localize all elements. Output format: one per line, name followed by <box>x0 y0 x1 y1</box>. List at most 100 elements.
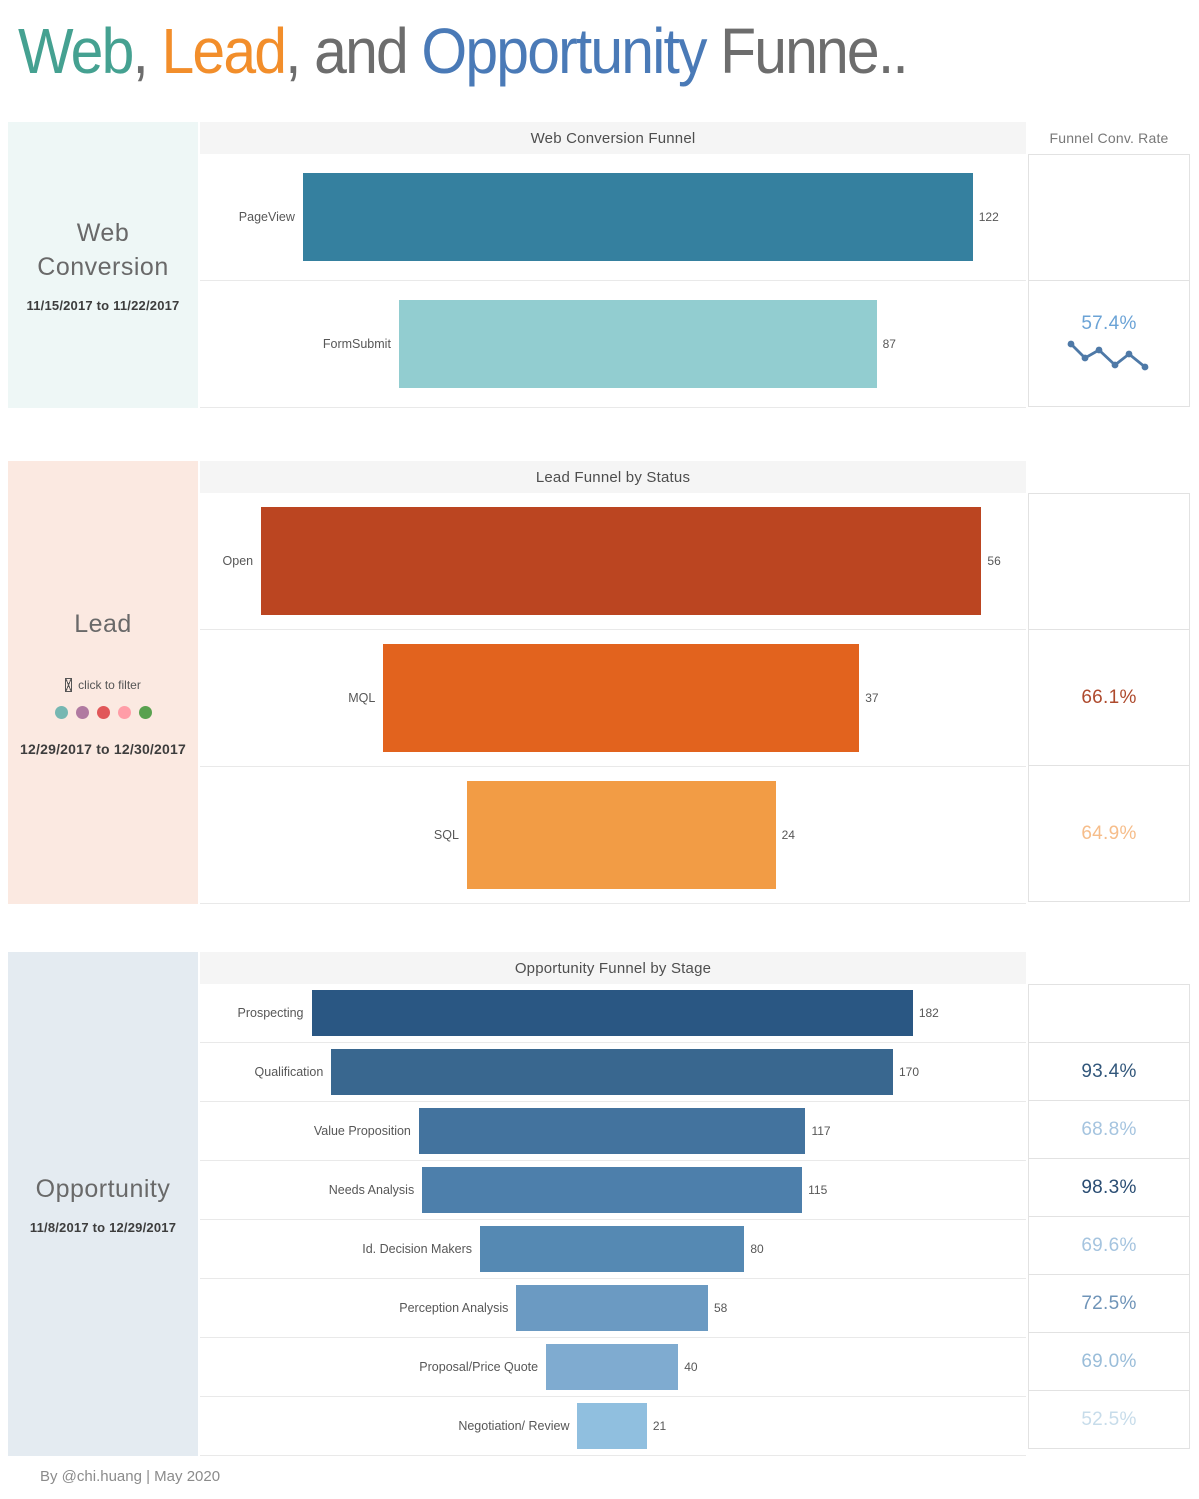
lead-rate-header-spacer <box>1028 461 1190 493</box>
rate-sparkline <box>1067 340 1149 370</box>
funnel-row: MQL 37 <box>200 630 1026 767</box>
bar-label: Open <box>222 554 254 568</box>
legend-dot[interactable] <box>117 705 131 719</box>
funnel-row: PageView 122 <box>200 154 1026 281</box>
funnel-bar[interactable] <box>311 990 913 1036</box>
funnel-bar[interactable] <box>383 644 860 752</box>
funnel-row: Negotiation/ Review 21 <box>200 1397 1026 1456</box>
bar-value: 170 <box>899 1065 920 1079</box>
rate-cell: 93.4% <box>1028 1042 1190 1101</box>
funnel-row: Value Proposition 117 <box>200 1102 1026 1161</box>
legend-dot[interactable] <box>54 705 68 719</box>
title-segment: Opportunity <box>421 15 707 87</box>
funnel-bar[interactable] <box>302 173 973 261</box>
opportunity-rate-header-spacer <box>1028 952 1190 984</box>
bar-label: SQL <box>433 828 459 842</box>
opportunity-sidebar-title: Opportunity <box>35 1174 171 1203</box>
title-segment: Lead <box>161 15 287 87</box>
funnel-bar[interactable] <box>398 300 877 388</box>
bar-label: Prospecting <box>237 1006 304 1020</box>
funnel-bar[interactable] <box>480 1226 745 1272</box>
bar-label: FormSubmit <box>322 337 391 351</box>
web-conversion-section: Web Conversion 11/15/2017 to 11/22/2017 … <box>8 122 1199 408</box>
conversion-rate-value: 68.8% <box>1081 1118 1137 1140</box>
lead-sidebar: Lead click to filter 12/29/2017 to 12/30… <box>8 461 198 904</box>
rate-cell: 98.3% <box>1028 1158 1190 1217</box>
conversion-rate-value: 66.1% <box>1081 686 1137 708</box>
bar-value: 182 <box>918 1006 939 1020</box>
rate-cell <box>1028 984 1190 1043</box>
bar-label: Value Proposition <box>313 1124 411 1138</box>
lead-funnel-chart: Lead Funnel by Status Open 56 MQL 37 SQL 24 <box>200 461 1026 904</box>
funnel-row: Qualification 170 <box>200 1043 1026 1102</box>
legend-dot[interactable] <box>96 705 110 719</box>
opportunity-sidebar: Opportunity 11/8/2017 to 12/29/2017 <box>8 952 198 1456</box>
bar-value: 24 <box>781 828 795 842</box>
bar-label: Negotiation/ Review <box>458 1419 570 1433</box>
title-segment: Web <box>18 15 134 87</box>
bar-label: PageView <box>238 210 295 224</box>
funnel-bar[interactable] <box>466 781 776 889</box>
bar-label: Needs Analysis <box>328 1183 415 1197</box>
bar-label: MQL <box>348 691 376 705</box>
funnel-row: Needs Analysis 115 <box>200 1161 1026 1220</box>
funnel-row: SQL 24 <box>200 767 1026 904</box>
rate-cell: 52.5% <box>1028 1390 1190 1449</box>
opportunity-rate-column: 93.4% 68.8% 98.3% 69.6% 72.5% 69.0% 52.5% <box>1028 952 1190 1456</box>
bar-value: 122 <box>978 210 999 224</box>
conversion-rate-value: 69.0% <box>1081 1350 1137 1372</box>
bar-value: 80 <box>750 1242 764 1256</box>
click-to-filter-hint: click to filter <box>65 677 141 692</box>
rate-cell: 69.0% <box>1028 1332 1190 1391</box>
bar-value: 58 <box>713 1301 728 1315</box>
funnel-bar[interactable] <box>516 1285 708 1331</box>
conversion-rate-value: 98.3% <box>1081 1176 1137 1198</box>
bar-label: Proposal/Price Quote <box>419 1360 539 1374</box>
funnel-row: Perception Analysis 58 <box>200 1279 1026 1338</box>
bar-value: 87 <box>882 337 896 351</box>
funnel-bar[interactable] <box>331 1049 893 1095</box>
web-sidebar: Web Conversion 11/15/2017 to 11/22/2017 <box>8 122 198 408</box>
conversion-rate-value: 93.4% <box>1081 1060 1137 1082</box>
funnel-bar[interactable] <box>546 1344 679 1390</box>
lead-date-range: 12/29/2017 to 12/30/2017 <box>20 740 186 757</box>
bar-value: 40 <box>684 1360 698 1374</box>
filter-cursor-icon <box>65 677 73 692</box>
bar-value: 56 <box>987 554 1001 568</box>
bar-value: 21 <box>652 1419 667 1433</box>
legend-dot[interactable] <box>138 705 152 719</box>
title-segment: Funne.. <box>705 15 909 87</box>
funnel-row: Open 56 <box>200 493 1026 630</box>
conversion-rate-value: 64.9% <box>1081 822 1137 844</box>
web-sidebar-title: Web Conversion <box>37 218 169 281</box>
lead-legend-dots <box>54 705 152 719</box>
legend-dot[interactable] <box>75 705 89 719</box>
bar-label: Id. Decision Makers <box>362 1242 473 1256</box>
web-chart-title: Web Conversion Funnel <box>200 122 1026 154</box>
funnel-row: Proposal/Price Quote 40 <box>200 1338 1026 1397</box>
page-title: Web, Lead, and Opportunity Funne.. <box>18 14 1105 88</box>
rate-cell: 57.4% <box>1028 280 1190 407</box>
rate-cell <box>1028 154 1190 281</box>
funnel-bar[interactable] <box>422 1167 803 1213</box>
bar-value: 37 <box>865 691 879 705</box>
funnel-bar[interactable] <box>577 1403 647 1449</box>
lead-rate-column: 66.1% 64.9% <box>1028 461 1190 904</box>
funnel-bar[interactable] <box>418 1108 806 1154</box>
funnel-bar[interactable] <box>261 507 982 615</box>
filter-hint-label: click to filter <box>78 677 141 692</box>
conversion-rate-value: 72.5% <box>1081 1292 1137 1314</box>
lead-chart-title: Lead Funnel by Status <box>200 461 1026 493</box>
rate-cell: 64.9% <box>1028 765 1190 902</box>
conversion-rate-value: 52.5% <box>1081 1408 1137 1430</box>
rate-column-header: Funnel Conv. Rate <box>1028 122 1190 154</box>
bar-value: 117 <box>811 1124 831 1138</box>
web-date-range: 11/15/2017 to 11/22/2017 <box>26 298 180 314</box>
funnel-row: Id. Decision Makers 80 <box>200 1220 1026 1279</box>
web-funnel-chart: Web Conversion Funnel PageView 122 FormSub… <box>200 122 1026 408</box>
rate-cell: 68.8% <box>1028 1100 1190 1159</box>
credit-footer: By @chi.huang | May 2020 <box>40 1468 221 1485</box>
opportunity-chart-title: Opportunity Funnel by Stage <box>200 952 1026 984</box>
bar-label: Perception Analysis <box>399 1301 509 1315</box>
